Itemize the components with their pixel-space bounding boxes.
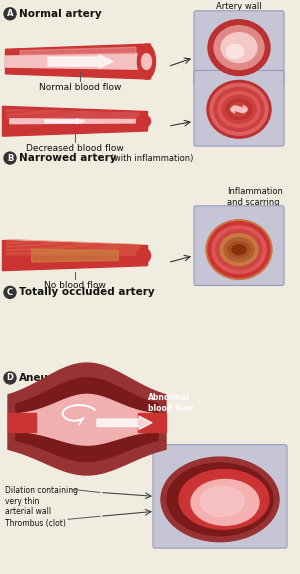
Text: Totally occluded artery: Totally occluded artery (19, 288, 154, 297)
Polygon shape (32, 249, 119, 262)
Ellipse shape (230, 102, 248, 117)
Ellipse shape (224, 238, 254, 262)
Ellipse shape (216, 230, 262, 270)
Text: Inflammation
and scarring: Inflammation and scarring (227, 188, 283, 207)
Text: Inflammation: Inflammation (196, 63, 252, 72)
Polygon shape (21, 394, 153, 445)
Text: Normal blood flow: Normal blood flow (39, 83, 121, 92)
Circle shape (4, 152, 16, 164)
Polygon shape (2, 106, 148, 136)
Text: Aneurysm: Aneurysm (19, 373, 78, 383)
Text: Dilation containing
very thin
arterial wall: Dilation containing very thin arterial w… (5, 486, 78, 516)
Text: Thrombus (clot): Thrombus (clot) (5, 519, 66, 528)
Ellipse shape (208, 222, 270, 277)
Ellipse shape (218, 91, 260, 127)
Text: Artery cross-section: Artery cross-section (204, 77, 274, 83)
FancyBboxPatch shape (194, 71, 284, 146)
Polygon shape (5, 53, 151, 69)
Ellipse shape (212, 226, 266, 273)
Polygon shape (231, 106, 247, 113)
Ellipse shape (214, 26, 264, 69)
Ellipse shape (208, 20, 270, 75)
Ellipse shape (200, 486, 244, 516)
Ellipse shape (214, 87, 264, 131)
Text: (with inflammation): (with inflammation) (108, 154, 194, 162)
Circle shape (4, 286, 16, 298)
FancyArrow shape (45, 119, 85, 124)
Text: Decreased blood flow: Decreased blood flow (26, 144, 124, 153)
Ellipse shape (206, 220, 272, 280)
Ellipse shape (136, 248, 151, 263)
Text: Narrowed artery: Narrowed artery (19, 153, 116, 163)
Ellipse shape (228, 242, 250, 258)
Polygon shape (10, 119, 140, 123)
Polygon shape (8, 413, 36, 432)
Text: No blood flow: No blood flow (44, 281, 106, 290)
Polygon shape (16, 378, 158, 461)
Ellipse shape (136, 115, 151, 127)
Ellipse shape (137, 44, 155, 79)
Ellipse shape (232, 245, 246, 255)
FancyBboxPatch shape (194, 206, 284, 285)
FancyBboxPatch shape (153, 445, 287, 548)
Ellipse shape (161, 457, 279, 542)
Text: D: D (7, 374, 14, 382)
Ellipse shape (179, 470, 269, 529)
Text: Abnormal
blood flow: Abnormal blood flow (148, 393, 194, 413)
FancyBboxPatch shape (194, 11, 284, 87)
FancyArrow shape (48, 55, 113, 68)
Ellipse shape (226, 99, 252, 119)
Text: C: C (7, 288, 13, 297)
Ellipse shape (210, 83, 268, 135)
Ellipse shape (191, 479, 259, 525)
Ellipse shape (221, 33, 257, 63)
FancyArrow shape (97, 416, 152, 429)
Polygon shape (138, 413, 166, 432)
Text: Artery wall: Artery wall (216, 2, 262, 11)
Polygon shape (8, 363, 166, 475)
Polygon shape (2, 241, 148, 270)
Circle shape (4, 372, 16, 384)
Ellipse shape (142, 53, 152, 69)
Circle shape (4, 8, 16, 20)
Ellipse shape (207, 80, 271, 138)
Text: A: A (7, 9, 13, 18)
Ellipse shape (167, 463, 273, 536)
Polygon shape (20, 47, 136, 55)
Ellipse shape (220, 234, 258, 266)
Ellipse shape (222, 95, 256, 123)
Text: B: B (7, 154, 13, 162)
Text: Normal artery: Normal artery (19, 9, 102, 19)
Polygon shape (5, 44, 151, 79)
Ellipse shape (226, 45, 244, 59)
